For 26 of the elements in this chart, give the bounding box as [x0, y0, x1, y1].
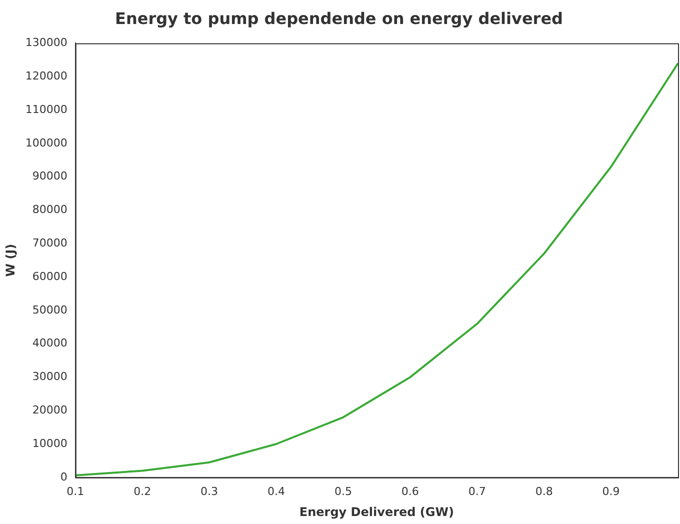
- chart-title: Energy to pump dependende on energy delivered: [115, 8, 563, 28]
- y-tick-label: 60000: [32, 270, 68, 283]
- y-tick-label: 130000: [25, 36, 68, 50]
- y-tick-label: 40000: [32, 336, 68, 350]
- x-tick-label: 0.7: [468, 484, 486, 498]
- y-tick-label: 50000: [32, 303, 68, 316]
- y-tick-label: 110000: [25, 102, 68, 116]
- x-tick-label: 0.9: [602, 484, 620, 498]
- y-tick-label: 70000: [32, 236, 68, 250]
- x-tick-label: 0.2: [134, 484, 152, 498]
- x-tick-label: 0.3: [200, 484, 218, 498]
- y-tick-label: 20000: [32, 403, 68, 416]
- x-axis-title: Energy Delivered (GW): [299, 504, 454, 519]
- y-tick-label: 100000: [25, 136, 68, 150]
- y-axis-title: W (J): [3, 244, 18, 277]
- x-tick-label: 0.4: [268, 484, 286, 498]
- y-tick-label: 90000: [32, 170, 68, 183]
- y-tick-label: 10000: [32, 436, 68, 450]
- x-tick-label: 0.8: [535, 484, 553, 498]
- x-tick-label: 0.1: [66, 484, 84, 498]
- x-tick-label: 0.5: [334, 484, 352, 498]
- y-tick-label: 0: [60, 470, 68, 484]
- x-tick-label: 0.6: [401, 484, 419, 498]
- y-tick-label: 30000: [32, 370, 68, 384]
- y-tick-label: 80000: [32, 203, 68, 216]
- y-tick-label: 120000: [25, 69, 68, 82]
